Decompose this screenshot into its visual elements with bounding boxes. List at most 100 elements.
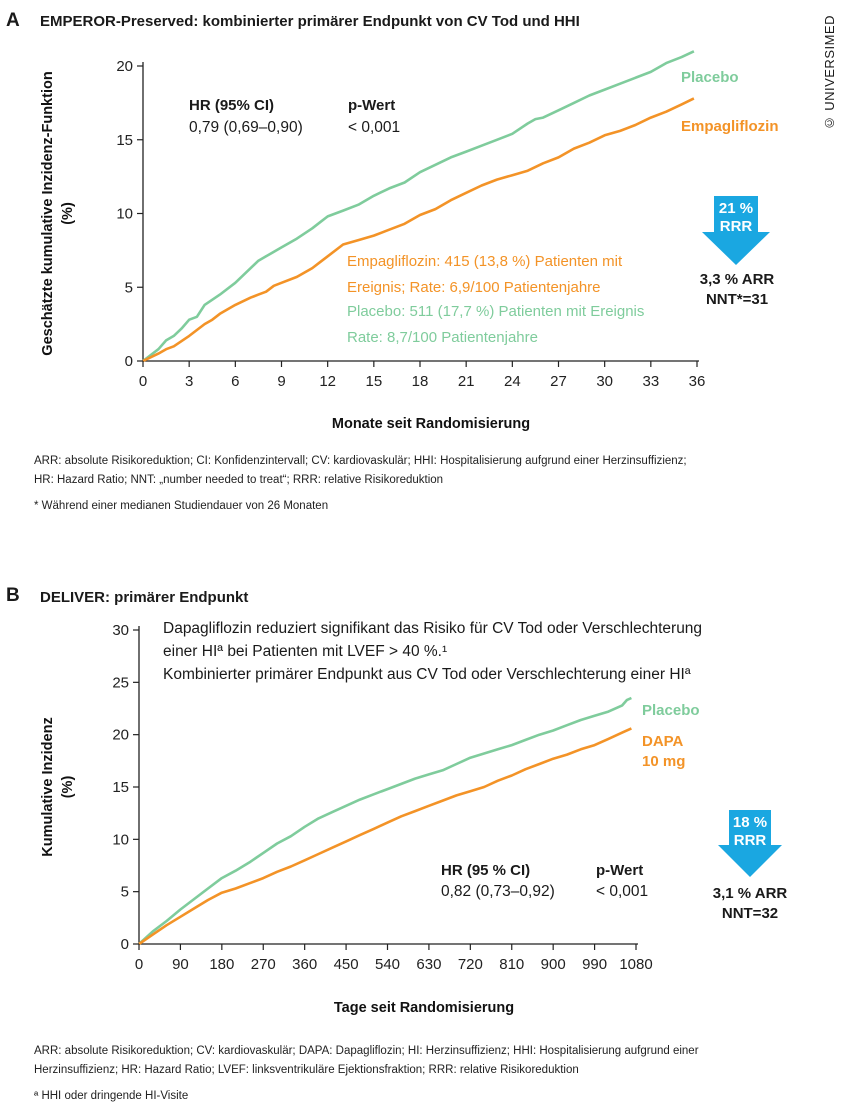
chart-b-rrr-arrow-icon: [718, 810, 782, 877]
chartA-y-tick-label: 0: [125, 353, 133, 370]
chartA-x-tick-label: 36: [689, 373, 706, 390]
chart-a-arr: 3,3 % ARR: [699, 271, 775, 288]
chartA-series-line-0: [142, 50, 695, 363]
chart-a-y-axis-label: Geschätzte kumulative Inzidenz-Funktion(…: [40, 71, 76, 355]
chartA-x-tick-label: 30: [596, 373, 613, 390]
chartB-y-tick-label: 10: [112, 831, 129, 848]
chart-a-rrr-percent: 21 %: [718, 200, 754, 217]
chart-a: Geschätzte kumulative Inzidenz-Funktion(…: [40, 50, 779, 432]
panel-b-footnote-2: Herzinsuffizienz; HR: Hazard Ratio; LVEF…: [34, 1064, 579, 1076]
chart-b-y-axis-label: Kumulative Inzidenz (%): [40, 717, 76, 856]
panel-b-footnote-1: ARR: absolute Risikoreduktion; CV: kardi…: [34, 1045, 699, 1057]
chartB-x-tick-label: 0: [135, 956, 143, 973]
chart-b-x-axis-label: Tage seit Randomisierung: [334, 1000, 514, 1016]
chart-b-subtitle-line-1: Dapagliflozin reduziert signifikant das …: [163, 620, 703, 637]
panel-a-footnote-3: * Während einer medianen Studiendauer vo…: [34, 500, 329, 512]
panel-a-footnote-2: HR: Hazard Ratio; NNT: „number needed to…: [34, 474, 444, 486]
chart-b-hr-value: 0,82 (0,73–0,92): [441, 883, 555, 900]
chartA-x-tick-label: 24: [504, 373, 521, 390]
chart-a-empa-stats-line-2: Ereignis; Rate: 6,9/100 Patientenjahre: [347, 279, 601, 296]
chart-b-legend-placebo: Placebo: [642, 702, 700, 719]
chartA-x-tick-label: 33: [642, 373, 659, 390]
chart-a-legend-empagliflozin: Empagliflozin: [681, 118, 779, 135]
chart-a-x-axis-label: Monate seit Randomisierung: [332, 416, 530, 432]
chart-b-subtitle-line-2: einer HIª bei Patienten mit LVEF > 40 %.…: [163, 643, 448, 660]
chartB-x-tick-label: 90: [172, 956, 189, 973]
chartB-series-line-0: [138, 696, 632, 945]
chart-a-hr-value: 0,79 (0,69–0,90): [189, 119, 303, 136]
chartA-y-tick-label: 5: [125, 279, 133, 296]
svg-text:Kumulative Inzidenz(%): Kumulative Inzidenz (%): [40, 717, 76, 856]
panel-b-footnote-3: ª HHI oder dringende HI-Visite: [34, 1090, 189, 1102]
chart-a-rrr-label: RRR: [719, 218, 753, 235]
chart-b: Kumulative Inzidenz (%) 0 5 10 15 20 25 30 0 90 18…: [40, 622, 700, 1016]
chartB-x-tick-label: 180: [209, 956, 234, 973]
chartB-x-tick-label: 720: [458, 956, 483, 973]
chartA-x-tick-label: 27: [550, 373, 567, 390]
chartB-y-tick-label: 20: [112, 727, 129, 744]
chart-b-rrr-label: RRR: [733, 832, 767, 849]
chart-a-p-label: p-Wert: [348, 97, 396, 114]
chart-a-legend-placebo: Placebo: [681, 69, 739, 86]
chartB-x-tick-label: 450: [334, 956, 359, 973]
chartA-x-tick-label: 0: [139, 373, 147, 390]
chartA-x-tick-label: 9: [277, 373, 285, 390]
chart-a-empa-stats: Empagliflozin: 415 (13,8 %) Patienten mi…: [347, 249, 622, 301]
chartA-y-tick-label: 10: [116, 206, 133, 223]
chart-b-subtitle: Dapagliflozin reduziert signifikant das …: [163, 617, 702, 686]
chart-b-p-value: < 0,001: [596, 883, 649, 900]
chartA-x-tick-label: 6: [231, 373, 239, 390]
chartB-series-line-1: [138, 727, 632, 946]
chartB-x-tick-label: 270: [251, 956, 276, 973]
chart-a-p-value: < 0,001: [348, 119, 401, 136]
chart-b-hr-label: HR (95 % CI): [441, 862, 531, 879]
chart-a-rrr-arrow-icon: [702, 196, 770, 265]
chartB-x-tick-label: 540: [375, 956, 400, 973]
chart-b-p-label: p-Wert: [596, 862, 644, 879]
chart-b-rrr-text: 18 % RRR: [717, 814, 783, 850]
chartB-x-tick-label: 990: [582, 956, 607, 973]
chartB-x-tick-label: 360: [292, 956, 317, 973]
chart-a-nnt: NNT*=31: [705, 291, 769, 308]
chartB-y-tick-label: 15: [112, 779, 129, 796]
chart-b-rrr-percent: 18 %: [732, 814, 768, 831]
chartA-y-axis-label-line: Geschätzte kumulative Inzidenz-Funktion: [40, 71, 56, 355]
chartB-x-tick-label: 900: [541, 956, 566, 973]
svg-text:Geschätzte kumulative Inzidenz: Geschätzte kumulative Inzidenz-Funktion(…: [40, 71, 76, 355]
chart-a-placebo-stats-line-2: Rate: 8,7/100 Patientenjahre: [347, 329, 538, 346]
panel-a-title: EMPEROR-Preserved: kombinierter primärer…: [40, 13, 580, 30]
chartB-y-axis-label-line: (%): [60, 776, 76, 799]
chartA-y-tick-label: 15: [116, 132, 133, 149]
chartB-x-tick-label: 630: [416, 956, 441, 973]
chart-a-hr-label: HR (95% CI): [189, 97, 275, 114]
chart-b-legend-dapa: DAPA 10 mg: [642, 733, 685, 770]
chartA-x-tick-label: 3: [185, 373, 193, 390]
chartB-y-tick-label: 30: [112, 622, 129, 639]
panel-b-title: DELIVER: primärer Endpunkt: [40, 589, 249, 606]
chartB-x-tick-label: 1080: [619, 956, 652, 973]
chart-a-empa-stats-line-1: Empagliflozin: 415 (13,8 %) Patienten mi…: [347, 253, 623, 270]
chartB-x-tick-label: 810: [499, 956, 524, 973]
chart-a-placebo-stats: Placebo: 511 (17,7 %) Patienten mit Erei…: [347, 299, 644, 351]
chartA-x-tick-label: 12: [319, 373, 336, 390]
chart-a-rrr-text: 21 % RRR: [701, 200, 771, 236]
panel-a-footnote-1: ARR: absolute Risikoreduktion; CI: Konfi…: [34, 455, 687, 467]
chartA-x-tick-label: 21: [458, 373, 475, 390]
chart-b-result: 3,1 % ARR NNT=32: [693, 884, 807, 924]
chartA-x-tick-label: 18: [412, 373, 429, 390]
chartB-y-tick-label: 25: [112, 674, 129, 691]
chartA-x-tick-label: 15: [365, 373, 382, 390]
panel-b-letter: B: [6, 585, 20, 606]
chartA-y-axis-label-line: (%): [60, 202, 76, 225]
panel-a-footnotes: ARR: absolute Risikoreduktion; CI: Konfi…: [34, 452, 834, 516]
chartA-y-tick-label: 20: [116, 58, 133, 75]
chartB-y-tick-label: 0: [121, 936, 129, 953]
panel-b-footnotes: ARR: absolute Risikoreduktion; CV: kardi…: [34, 1042, 844, 1106]
chart-a-result: 3,3 % ARR NNT*=31: [680, 270, 794, 310]
chart-a-placebo-stats-line-1: Placebo: 511 (17,7 %) Patienten mit Erei…: [347, 303, 645, 320]
chartA-series-line-1: [142, 97, 695, 363]
chart-b-arr: 3,1 % ARR: [712, 885, 788, 902]
chartB-y-tick-label: 5: [121, 884, 129, 901]
panel-a-letter: A: [6, 10, 20, 31]
chart-b-subtitle-line-3: Kombinierter primärer Endpunkt aus CV To…: [163, 666, 691, 683]
